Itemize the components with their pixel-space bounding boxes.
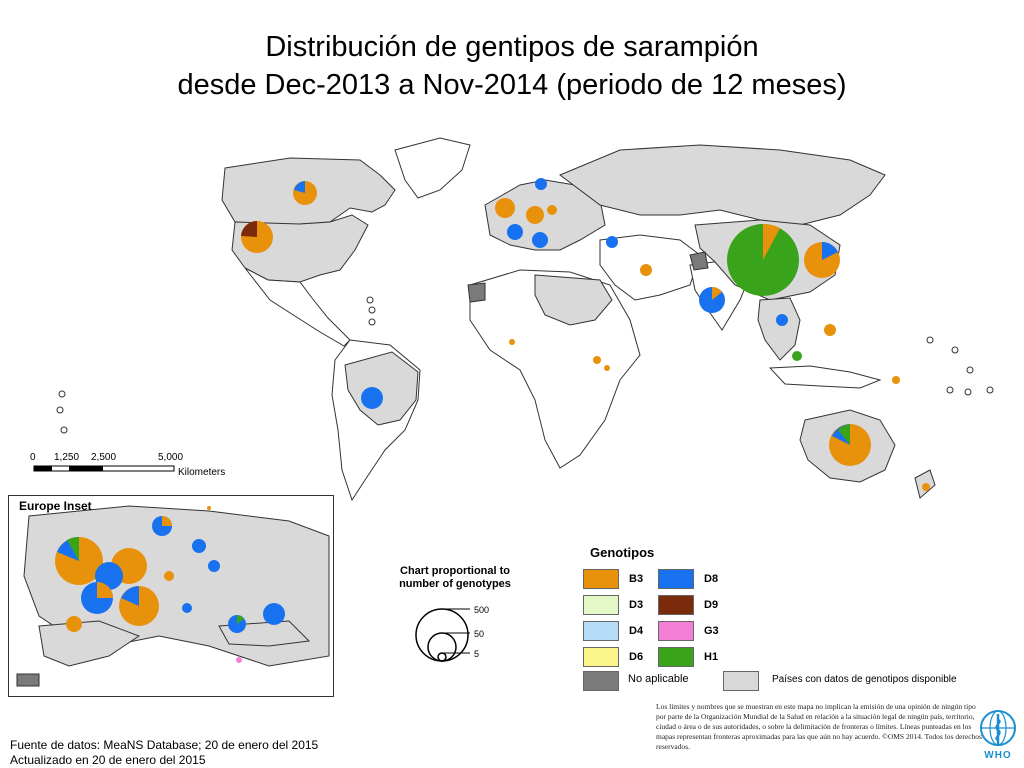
legend-label-g3: G3 bbox=[704, 625, 719, 637]
europe-inset: Europe Inset bbox=[8, 495, 334, 697]
land-africa-data bbox=[534, 274, 613, 326]
legend-swatch-d8 bbox=[658, 569, 694, 589]
source-note: Fuente de datos: MeaNS Database; 20 de e… bbox=[10, 738, 318, 768]
land-not-applicable-w-sahara bbox=[467, 282, 486, 303]
land-indonesia bbox=[768, 365, 882, 389]
inset-title: Europe Inset bbox=[19, 499, 92, 513]
legend-swatch-available bbox=[723, 671, 759, 691]
proportional-legend: Chart proportional to number of genotype… bbox=[380, 565, 530, 665]
legend-swatch-g3 bbox=[658, 621, 694, 641]
legend-label-b3: B3 bbox=[629, 573, 644, 585]
pie-vietnam bbox=[776, 314, 788, 326]
pie-kenya bbox=[604, 365, 610, 371]
pie-nz bbox=[922, 483, 930, 491]
legend-label-d8: D8 bbox=[704, 573, 719, 585]
legend-swatch-not-applicable bbox=[583, 671, 619, 691]
land-brazil bbox=[344, 351, 419, 426]
pie-sweden bbox=[535, 178, 547, 190]
source-line-1: Fuente de datos: MeaNS Database; 20 de e… bbox=[10, 738, 319, 752]
land-greenland bbox=[394, 137, 471, 199]
legend-swatch-h1 bbox=[658, 647, 694, 667]
proportional-title: Chart proportional to number of genotype… bbox=[399, 565, 511, 590]
legend-label-d6: D6 bbox=[629, 651, 644, 663]
scale-tick-0: 0 bbox=[30, 452, 36, 463]
pie-uk bbox=[495, 198, 515, 218]
legend-label-not-applicable: No aplicable bbox=[628, 673, 689, 685]
pie-france bbox=[507, 224, 523, 240]
legend-title: Genotipos bbox=[590, 545, 655, 560]
title-line-2: desde Dec-2013 a Nov-2014 (periodo de 12… bbox=[177, 69, 847, 101]
pie-png bbox=[892, 376, 900, 384]
legend-item-d3: D3 bbox=[583, 595, 643, 615]
scale-tick-3: 5,000 bbox=[158, 452, 184, 463]
who-logo-text: WHO bbox=[984, 750, 1012, 761]
pie-poland bbox=[547, 205, 557, 215]
legend-item-d9: D9 bbox=[658, 595, 718, 615]
legend-swatch-d9 bbox=[658, 595, 694, 615]
map-title: Distribución de gentipos de sarampión de… bbox=[0, 28, 1024, 104]
who-logo: WHO bbox=[976, 708, 1020, 763]
legend-swatch-d4 bbox=[583, 621, 619, 641]
pie-china-slice bbox=[763, 223, 780, 260]
scale-bar: 0 1,250 2,500 5,000 Kilometers bbox=[28, 452, 248, 482]
proportional-size-500: 500 bbox=[474, 605, 489, 615]
pie-africa-west bbox=[509, 339, 515, 345]
legend-item-not-applicable bbox=[583, 671, 619, 691]
legend-label-h1: H1 bbox=[704, 651, 719, 663]
legend-item-d8: D8 bbox=[658, 569, 718, 589]
legend-swatch-d3 bbox=[583, 595, 619, 615]
legend-item-d4: D4 bbox=[583, 621, 643, 641]
pie-charts bbox=[241, 178, 930, 491]
legend-item-d6: D6 bbox=[583, 647, 643, 667]
scale-tick-2: 2,500 bbox=[91, 452, 117, 463]
who-emblem-icon bbox=[980, 710, 1016, 746]
legend-item-g3: G3 bbox=[658, 621, 719, 641]
proportional-circles: 500 50 5 bbox=[415, 605, 489, 662]
pie-indonesia bbox=[792, 351, 802, 361]
land-not-applicable-kashmir bbox=[689, 251, 709, 271]
land-africa bbox=[469, 269, 641, 469]
pie-brazil bbox=[361, 387, 383, 409]
pie-turkey bbox=[606, 236, 618, 248]
genotype-legend: Genotipos B3 D8 D3 D9 D4 G3 D6 H1 bbox=[578, 545, 998, 695]
legend-item-h1: H1 bbox=[658, 647, 718, 667]
pie-philippines bbox=[824, 324, 836, 336]
legend-item-b3: B3 bbox=[583, 569, 643, 589]
scale-tick-1: 1,250 bbox=[54, 452, 80, 463]
legend-label-d9: D9 bbox=[704, 599, 719, 611]
inset-map bbox=[9, 496, 333, 696]
pie-ethiopia bbox=[593, 356, 601, 364]
pie-italy bbox=[532, 232, 548, 248]
scale-unit: Kilometers bbox=[178, 467, 226, 478]
source-line-2: Actualizado en 20 de enero del 2015 bbox=[10, 753, 206, 767]
land-russia bbox=[559, 144, 886, 226]
land-se-asia bbox=[757, 297, 801, 361]
legend-label-d3: D3 bbox=[629, 599, 644, 611]
proportional-size-5: 5 bbox=[474, 649, 479, 659]
pie-iran bbox=[640, 264, 652, 276]
disclaimer-text: Los límites y nombres que se muestran en… bbox=[656, 702, 982, 751]
legend-label-d4: D4 bbox=[629, 625, 644, 637]
legend-item-available bbox=[723, 671, 759, 691]
proportional-size-50: 50 bbox=[474, 629, 484, 639]
legend-swatch-b3 bbox=[583, 569, 619, 589]
pie-germany bbox=[526, 206, 544, 224]
scale-bar-graphic bbox=[33, 465, 175, 472]
legend-label-available: Países con datos de genotipos disponible bbox=[772, 674, 957, 685]
title-line-1: Distribución de gentipos de sarampión bbox=[265, 31, 759, 63]
legend-swatch-d6 bbox=[583, 647, 619, 667]
